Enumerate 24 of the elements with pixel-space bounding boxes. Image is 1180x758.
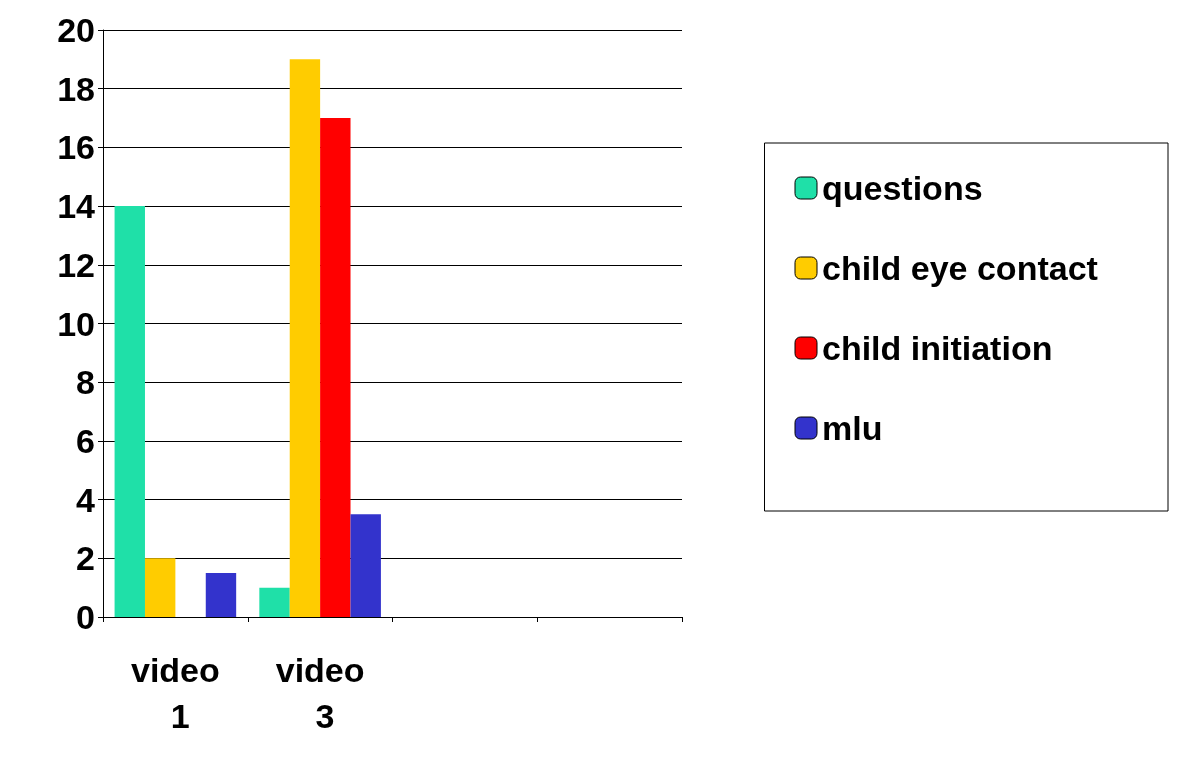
x-tick-label: video 1 <box>130 651 220 735</box>
y-tick-label: 10 <box>57 304 95 343</box>
y-tick-label: 8 <box>76 363 95 402</box>
bar <box>259 587 290 617</box>
legend-label: questions <box>822 169 983 207</box>
bar <box>289 59 321 617</box>
y-tick-label: 16 <box>57 128 95 167</box>
y-tick-label: 12 <box>57 245 95 284</box>
bar <box>114 206 145 617</box>
bar <box>144 558 176 617</box>
legend-label: mlu <box>822 409 883 447</box>
y-tick-label: 2 <box>76 539 95 578</box>
legend-label: child initiation <box>822 329 1053 367</box>
bar <box>350 514 381 617</box>
y-tick-label: 20 <box>57 11 95 49</box>
y-tick-label: 4 <box>76 480 96 519</box>
x-tick-label: video 3 <box>275 651 365 735</box>
bar <box>320 118 351 617</box>
y-tick-label: 18 <box>57 69 95 108</box>
legend-label: child eye contact <box>822 249 1098 287</box>
y-tick-label: 6 <box>76 421 95 460</box>
y-tick-label: 0 <box>76 598 95 636</box>
y-tick-label: 14 <box>57 187 96 226</box>
bar <box>205 572 237 617</box>
